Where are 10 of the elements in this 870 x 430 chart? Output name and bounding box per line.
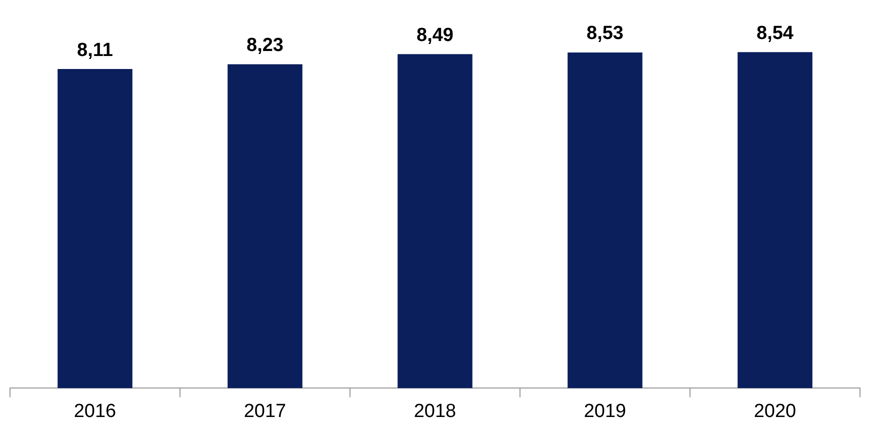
x-tick-label: 2016 (74, 400, 116, 422)
data-label: 8,53 (586, 23, 624, 44)
x-tick-label: 2020 (754, 400, 796, 422)
data-label: 8,54 (756, 22, 794, 44)
x-tick-label: 2018 (414, 400, 456, 422)
x-tick-label: 2017 (244, 400, 286, 422)
data-label: 8,49 (416, 24, 454, 46)
data-label: 8,11 (77, 40, 114, 61)
data-label: 8,23 (246, 35, 284, 56)
x-tick-label: 2019 (584, 400, 626, 422)
